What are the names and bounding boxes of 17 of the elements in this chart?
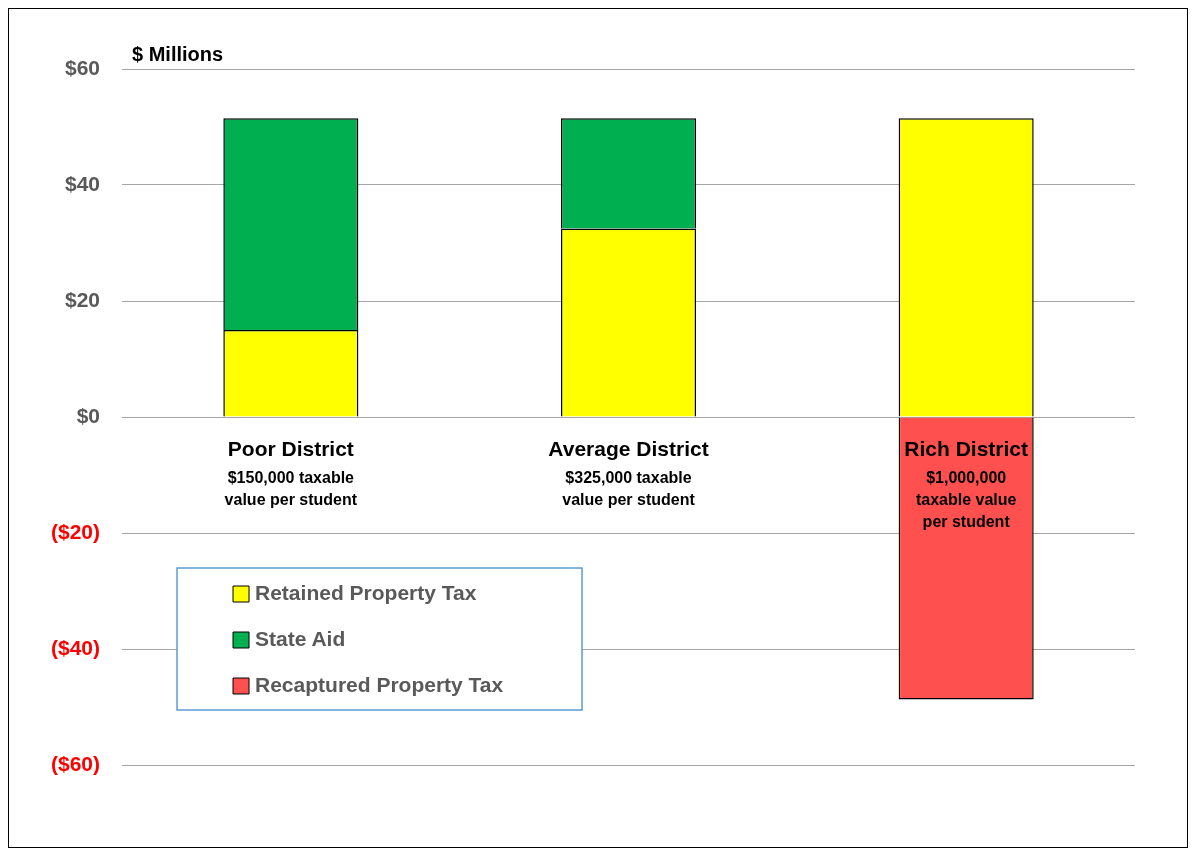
x-tick-label: Average District: [548, 436, 709, 460]
legend-label: Retained Property Tax: [255, 580, 477, 604]
annotation: $1,000,000 taxable value per student: [915, 469, 1017, 531]
x-tick-label: Rich District: [904, 436, 1029, 460]
y-tick-label: ($60): [50, 751, 101, 775]
y-axis-title: $ Millions: [132, 42, 224, 65]
x-tick-label: Poor District: [227, 436, 354, 460]
y-tick-label: $0: [76, 403, 101, 427]
legend-label: State Aid: [255, 626, 346, 650]
annotation: $150,000 taxable value per student: [224, 469, 358, 509]
y-tick-label: ($40): [50, 635, 101, 659]
legend-label: Recaptured Property Tax: [255, 672, 504, 696]
y-tick-label: $20: [64, 287, 101, 311]
y-tick-label: $40: [64, 171, 101, 195]
annotation: $325,000 taxable value per student: [562, 469, 696, 509]
y-tick-label: ($20): [50, 519, 101, 543]
y-tick-label: $60: [64, 55, 101, 79]
